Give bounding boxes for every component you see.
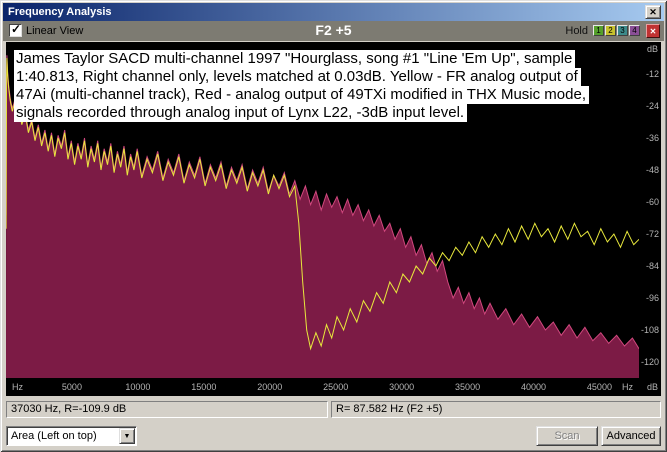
db-tick-label: -84 [645, 261, 659, 271]
hold-button-4[interactable]: 4 [629, 25, 640, 36]
hold-button-3[interactable]: 3 [617, 25, 628, 36]
titlebar[interactable]: Frequency Analysis ✕ [3, 3, 664, 21]
db-tick-label: -24 [645, 101, 659, 111]
hold-label: Hold [565, 25, 588, 37]
db-tick-label: -36 [645, 133, 659, 143]
spectrum-plot[interactable]: James Taylor SACD multi-channel 1997 "Ho… [6, 42, 661, 396]
annotation-line: 1:40.813, Right channel only, levels mat… [14, 68, 581, 86]
selection-readout: R= 87.582 Hz (F2 +5) [331, 401, 661, 418]
db-axis: dB -12 -24 -36 -48 -60 -72 -84 -96 -108 -120 [639, 42, 661, 378]
hz-axis: Hz 5000 10000 15000 20000 25000 30000 35000 4000… [6, 378, 661, 396]
annotation-text: James Taylor SACD multi-channel 1997 "Ho… [14, 50, 589, 122]
advanced-button[interactable]: Advanced [601, 426, 661, 446]
annotation-line: James Taylor SACD multi-channel 1997 "Ho… [14, 50, 576, 68]
hold-button-2[interactable]: 2 [605, 25, 616, 36]
spectrum-canvas [6, 55, 639, 378]
linear-view-checkbox[interactable]: ✓ Linear View [9, 22, 84, 37]
hold-button-1[interactable]: 1 [593, 25, 604, 36]
hz-tick-label: 25000 [323, 382, 349, 392]
area-select-value: Area (Left on top) [11, 430, 97, 442]
db-tick-label: -96 [645, 293, 659, 303]
db-tick-label: -72 [645, 229, 659, 239]
hz-tick-label: 15000 [191, 382, 217, 392]
hz-tick-label: 5000 [61, 382, 82, 392]
clear-icon: ✕ [649, 26, 657, 36]
hz-unit-right: Hz [622, 382, 633, 392]
hz-tick-label: 20000 [257, 382, 283, 392]
bottom-controls: Area (Left on top) ▼ Scan Advanced [0, 426, 667, 446]
db-tick-label: -60 [645, 197, 659, 207]
db-tick-label: -48 [645, 165, 659, 175]
db-tick-label: -108 [640, 325, 659, 335]
close-button[interactable]: ✕ [645, 5, 661, 19]
statusbar: 37030 Hz, R=-109.9 dB R= 87.582 Hz (F2 +… [6, 401, 661, 418]
hz-tick-label: 10000 [125, 382, 151, 392]
linear-view-label: Linear View [26, 24, 84, 37]
annotation-line: signals recorded through analog input of… [14, 104, 468, 122]
hz-tick-label: 30000 [389, 382, 415, 392]
selection-title: F2 +5 [315, 22, 352, 38]
hz-tick-label: 40000 [520, 382, 547, 392]
annotation-line: 47Ai (multi-channel track), Red - analog… [14, 86, 589, 104]
close-icon: ✕ [649, 6, 657, 17]
window-title: Frequency Analysis [8, 6, 112, 18]
dropdown-arrow-icon[interactable]: ▼ [119, 428, 135, 444]
hz-tick-label: 35000 [455, 382, 481, 392]
checkbox-checked-icon: ✓ [9, 22, 22, 37]
db-unit-bottom: dB [646, 382, 658, 392]
hz-tick-label: 45000 [586, 382, 612, 392]
cursor-readout: 37030 Hz, R=-109.9 dB [6, 401, 328, 418]
area-select[interactable]: Area (Left on top) ▼ [6, 426, 137, 446]
db-tick-label: -12 [645, 69, 659, 79]
hz-unit-left: Hz [12, 382, 23, 392]
clear-hold-button[interactable]: ✕ [646, 24, 660, 38]
chevron-down-icon: ▼ [123, 433, 131, 440]
db-tick-label: -120 [640, 357, 659, 367]
db-unit-top: dB [646, 44, 658, 54]
scan-button[interactable]: Scan [536, 426, 598, 446]
